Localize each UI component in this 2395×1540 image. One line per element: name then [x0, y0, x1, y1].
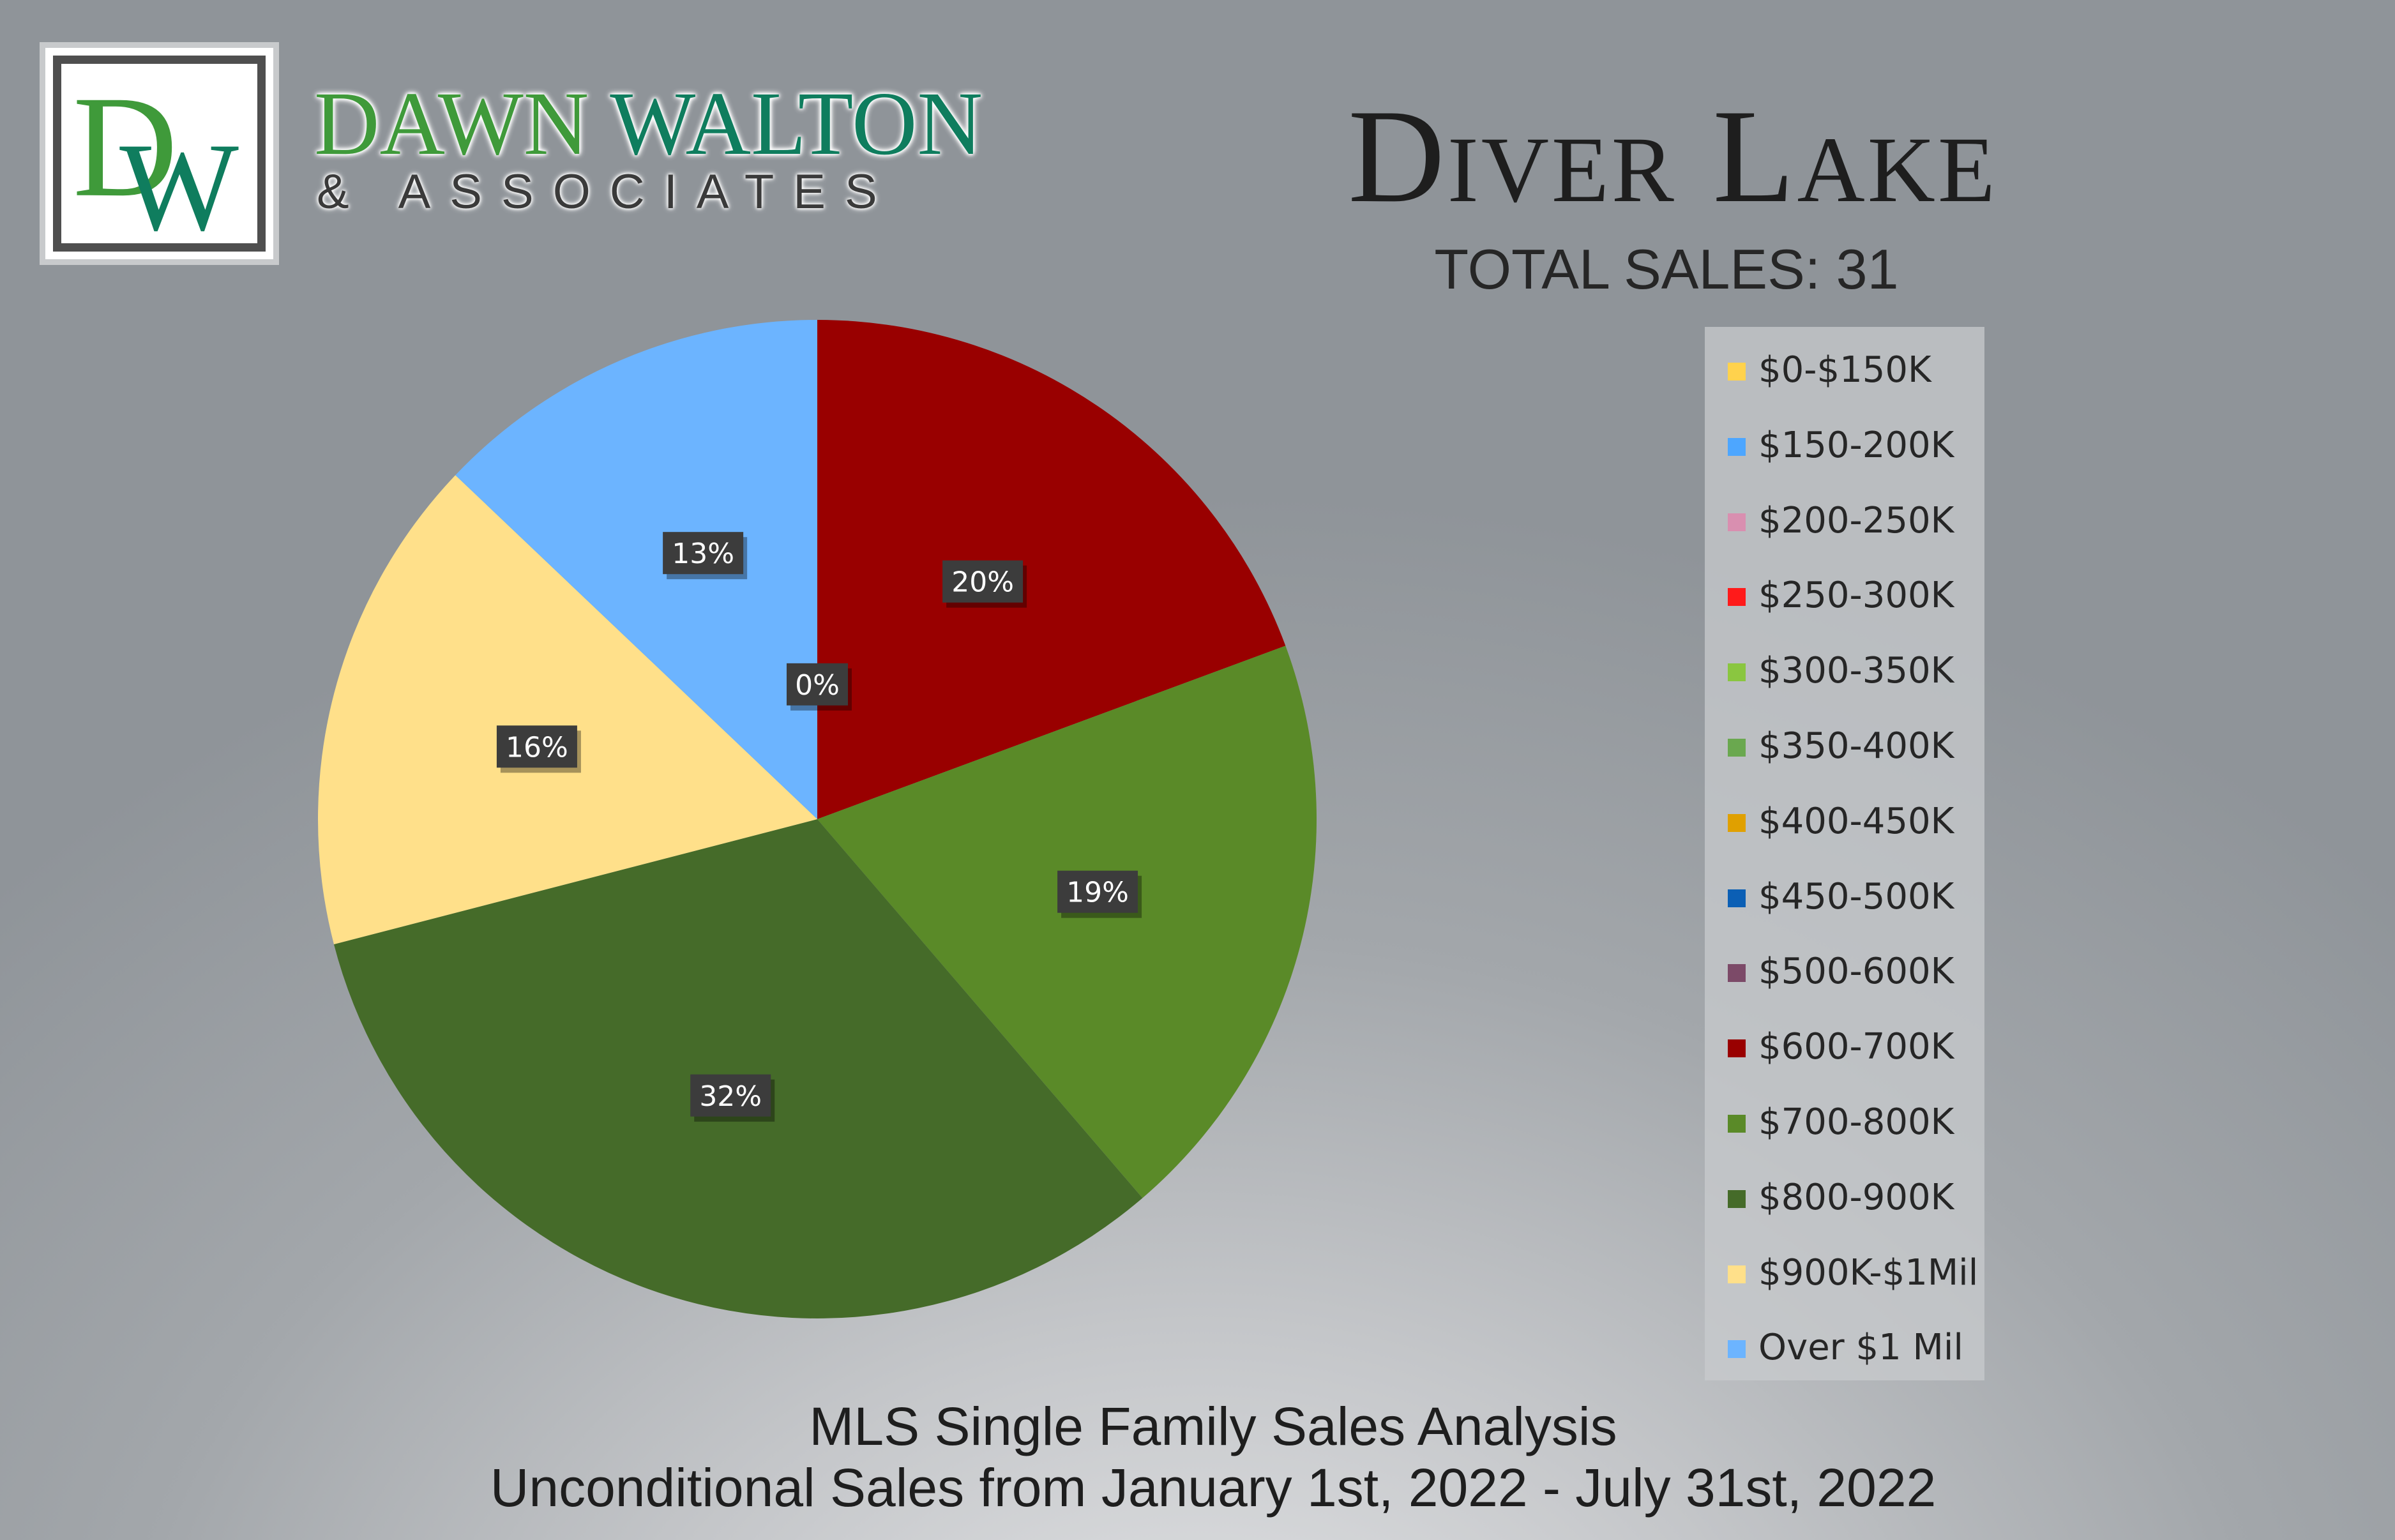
legend-label: $400-450K [1758, 800, 1954, 842]
data-label-700-800k: 19% [1057, 870, 1142, 918]
legend-item-900k-1mil: $900K-$1Mil [1705, 1244, 1984, 1301]
svg-text:20%: 20% [951, 566, 1014, 599]
legend-item-over-1-mil: Over $1 Mil [1705, 1318, 1984, 1376]
legend-label: $800-900K [1758, 1176, 1954, 1218]
logo-name-last: WALTON [610, 73, 983, 174]
legend-label: $0-$150K [1758, 349, 1931, 391]
legend-label: $350-400K [1758, 725, 1954, 767]
data-label-800-900k: 32% [690, 1074, 775, 1122]
legend-swatch [1728, 964, 1746, 983]
pie-slice-over-1-mil [455, 320, 817, 819]
legend-label: $600-700K [1758, 1026, 1954, 1068]
legend-item-600-700k: $600-700K [1705, 1018, 1984, 1075]
legend-swatch [1728, 513, 1746, 531]
legend-label: $250-300K [1758, 575, 1954, 617]
legend-label: $200-250K [1758, 499, 1954, 541]
legend-item-500-600k: $500-600K [1705, 942, 1984, 1000]
pie-slice-600-700k [817, 320, 1286, 819]
legend-label: $500-600K [1758, 951, 1954, 993]
legend-swatch [1728, 1265, 1746, 1283]
legend-item-200-250k: $200-250K [1705, 492, 1984, 549]
legend-swatch [1728, 663, 1746, 682]
logo-box: D W [40, 42, 279, 265]
logo-frame: D W [53, 56, 266, 252]
legend-swatch [1728, 437, 1746, 456]
legend-label: $150-200K [1758, 424, 1954, 466]
svg-text:13%: 13% [672, 538, 734, 570]
legend-item-0-150k: $0-$150K [1705, 341, 1984, 398]
legend-swatch [1728, 889, 1746, 907]
legend-swatch [1728, 1189, 1746, 1208]
svg-text:19%: 19% [1066, 877, 1129, 909]
logo-subtitle: & ASSOCIATES [317, 165, 896, 219]
legend-item-400-450k: $400-450K [1705, 792, 1984, 850]
logo-monogram-w: W [119, 117, 239, 243]
svg-text:16%: 16% [506, 731, 568, 764]
legend-swatch [1728, 1340, 1746, 1359]
pie-slice-900k-1mil [317, 475, 817, 945]
logo-name-first: DAWN [314, 73, 589, 174]
legend-swatch [1728, 363, 1746, 381]
pie-slice-700-800k [817, 645, 1317, 1198]
legend-label: $450-500K [1758, 875, 1954, 917]
legend-label: $300-350K [1758, 650, 1954, 692]
legend-item-700-800k: $700-800K [1705, 1093, 1984, 1151]
total-sales: TOTAL SALES: 31 [1434, 238, 1899, 301]
legend-swatch [1728, 1039, 1746, 1058]
legend-item-250-300k: $250-300K [1705, 566, 1984, 624]
page-title: Diver Lake [1348, 82, 1998, 230]
legend-swatch [1728, 813, 1746, 832]
legend-item-800-900k: $800-900K [1705, 1168, 1984, 1226]
data-label-600-700k: 20% [942, 560, 1027, 608]
chart-legend: $0-$150K $150-200K $200-250K $250-300K $300-… [1705, 327, 1984, 1380]
svg-text:32%: 32% [699, 1080, 762, 1113]
legend-item-300-350k: $300-350K [1705, 642, 1984, 699]
footer-date-range: Unconditional Sales from January 1st, 20… [490, 1458, 1937, 1518]
legend-swatch [1728, 739, 1746, 757]
legend-label: Over $1 Mil [1758, 1327, 1963, 1369]
legend-swatch [1728, 588, 1746, 607]
legend-item-450-500k: $450-500K [1705, 868, 1984, 925]
data-label-900k-1mil: 16% [496, 725, 581, 773]
pie-slice-800-900k [333, 819, 1143, 1318]
svg-text:0%: 0% [795, 669, 840, 702]
legend-label: $900K-$1Mil [1758, 1251, 1979, 1294]
data-label-over-1-mil: 13% [663, 532, 748, 580]
logo-name: DAWN WALTON [314, 73, 983, 174]
legend-swatch [1728, 1115, 1746, 1133]
dw-monogram: D W [73, 66, 239, 243]
pie-chart: 0% 20% 19% 32% 16% 13% [317, 320, 1317, 1318]
legend-label: $700-800K [1758, 1101, 1954, 1143]
data-label-500-600k: 0% [787, 663, 852, 711]
logo-monogram-d: D [73, 66, 178, 227]
legend-item-350-400k: $350-400K [1705, 717, 1984, 774]
legend-item-150-200k: $150-200K [1705, 416, 1984, 474]
footer-title: MLS Single Family Sales Analysis [809, 1396, 1617, 1456]
